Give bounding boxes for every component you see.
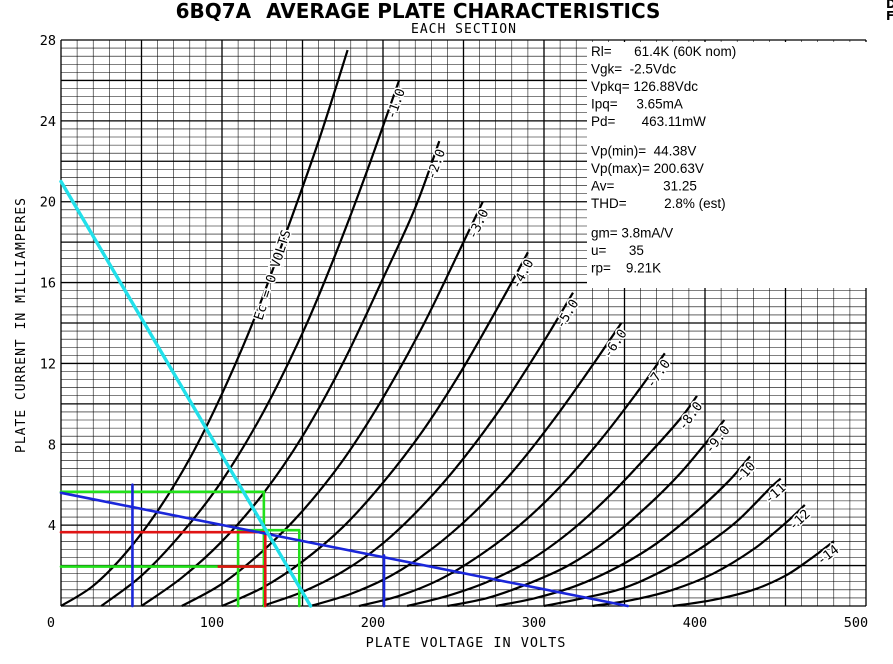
x-tick-label: 0 — [47, 615, 55, 631]
info-line: gm= 3.8mA/V — [591, 226, 673, 241]
y-tick-labels: 4 8 12 16 20 24 28 — [40, 33, 56, 534]
y-tick-label: 4 — [48, 518, 56, 534]
curve-20 — [140, 140, 441, 607]
y-tick-label: 16 — [40, 276, 56, 292]
info-line: Vpkq= 126.88Vdc — [591, 79, 698, 94]
y-tick-label: 20 — [40, 195, 56, 211]
curve-label: -3.0 — [465, 207, 492, 242]
curve-80 — [406, 395, 698, 608]
curve-60 — [310, 322, 623, 608]
info-line: Rl= 61.4K (60K nom) — [591, 44, 736, 59]
curve-11 — [543, 477, 782, 608]
curve-10 — [495, 455, 751, 608]
info-line: Vgk= -2.5Vdc — [591, 62, 676, 77]
curve-90 — [447, 419, 726, 608]
operating-point-info: Rl= 61.4K (60K nom) Vgk= -2.5Vdc Vpkq= 126… — [591, 44, 736, 276]
cyan-load-line — [59, 179, 313, 608]
curve-label: -1.0 — [384, 87, 409, 122]
y-tick-label: 12 — [40, 356, 56, 372]
svg-text:6BQ7A AVERAGE PLATE CHARAC: 6BQ7A AVERAGE PLATE CHARACTERISTICS — [176, 0, 661, 23]
blue-load-line — [59, 491, 630, 608]
curve-14 — [672, 540, 835, 608]
info-line: Ipq= 3.65mA — [591, 97, 683, 112]
curve-label: -7.0 — [644, 357, 674, 391]
curve-10 — [100, 80, 401, 607]
info-line: Vp(min)= 44.38V — [591, 144, 696, 159]
corner-text-2: F — [886, 9, 893, 23]
x-tick-label: 500 — [844, 615, 868, 631]
info-line: u= 35 — [591, 243, 644, 258]
info-panel-background — [587, 42, 893, 288]
grid-voltage-curves — [60, 49, 835, 608]
x-tick-label: 400 — [683, 615, 707, 631]
curve-label: -6.0 — [601, 327, 631, 361]
curve-label: -14 — [814, 542, 842, 568]
load-line-overlays — [59, 179, 630, 608]
curve-40 — [221, 251, 529, 608]
curve-70 — [358, 352, 666, 608]
x-tick-labels: 0 100 200 300 400 500 — [47, 615, 868, 631]
x-tick-label: 100 — [200, 615, 224, 631]
info-line: THD= 2.8% (est) — [591, 196, 726, 211]
y-tick-label: 8 — [48, 437, 56, 453]
chart-title: AVERAGE PLATE CHARACTERISTICS — [266, 0, 660, 23]
curve-label: -5.0 — [553, 297, 582, 332]
info-line: rp= 9.21K — [591, 261, 661, 276]
y-axis-label: PLATE CURRENT IN MILLIAMPERES — [14, 197, 29, 453]
curve-ec-0 — [60, 49, 349, 607]
chart-subtitle: EACH SECTION — [411, 22, 517, 37]
corner-text-1: D — [886, 0, 893, 11]
info-line: Vp(max)= 200.63V — [591, 161, 704, 176]
y-tick-label: 28 — [40, 33, 56, 49]
x-tick-label: 200 — [361, 615, 385, 631]
y-tick-label: 24 — [40, 114, 56, 130]
curve-label: -2.0 — [424, 147, 449, 182]
curve-12 — [592, 504, 806, 608]
chart-title-tube: 6BQ7A — [176, 0, 252, 23]
curve-label: -12 — [786, 507, 813, 534]
x-axis-label: PLATE VOLTAGE IN VOLTS — [366, 635, 567, 651]
info-line: Av= 31.25 — [591, 179, 697, 194]
curve-label: -10 — [732, 459, 759, 487]
x-tick-label: 300 — [522, 615, 546, 631]
curve-50 — [261, 292, 574, 608]
info-line: Pd= 463.11mW — [591, 114, 706, 129]
